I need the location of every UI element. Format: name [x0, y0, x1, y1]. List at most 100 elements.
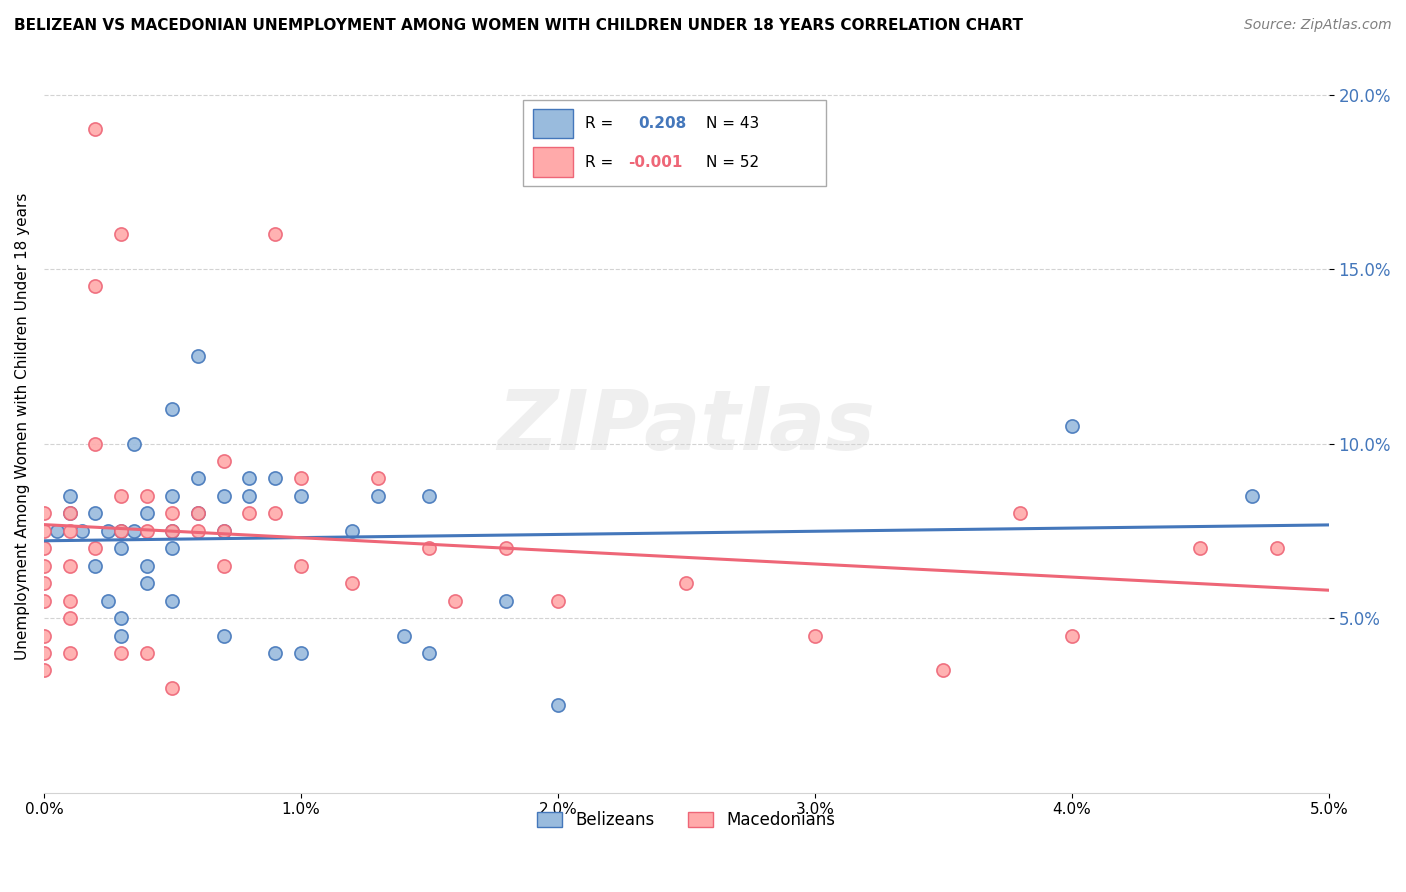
Point — [1267, 541, 1289, 556]
Bar — [533, 109, 572, 138]
Point — [1060, 419, 1083, 434]
Point — [212, 524, 235, 538]
Point — [122, 436, 145, 450]
Point — [110, 629, 132, 643]
Point — [342, 576, 364, 591]
Point — [212, 629, 235, 643]
Point — [110, 646, 132, 660]
Point — [58, 646, 80, 660]
Point — [110, 227, 132, 241]
Point — [162, 507, 184, 521]
Point — [290, 558, 312, 573]
Point — [418, 489, 440, 503]
Point — [135, 646, 157, 660]
Point — [187, 524, 209, 538]
Point — [162, 681, 184, 695]
Point — [392, 629, 415, 643]
Point — [84, 279, 107, 293]
Point — [290, 646, 312, 660]
Point — [162, 489, 184, 503]
Text: ZIPatlas: ZIPatlas — [498, 385, 876, 467]
Point — [122, 524, 145, 538]
Point — [58, 611, 80, 625]
Point — [32, 524, 55, 538]
Point — [84, 122, 107, 136]
Point — [675, 576, 697, 591]
Point — [264, 507, 287, 521]
Text: 0.208: 0.208 — [638, 116, 686, 130]
Text: R =: R = — [585, 155, 619, 169]
Point — [238, 471, 260, 485]
Point — [32, 558, 55, 573]
Point — [1010, 507, 1032, 521]
Point — [495, 541, 517, 556]
Point — [110, 541, 132, 556]
Point — [135, 524, 157, 538]
Point — [45, 524, 67, 538]
Point — [135, 558, 157, 573]
Point — [264, 227, 287, 241]
Point — [367, 471, 389, 485]
Point — [135, 576, 157, 591]
Point — [58, 558, 80, 573]
Point — [110, 489, 132, 503]
Point — [418, 541, 440, 556]
Point — [32, 507, 55, 521]
Text: Source: ZipAtlas.com: Source: ZipAtlas.com — [1244, 18, 1392, 32]
Point — [495, 593, 517, 607]
Point — [97, 593, 120, 607]
Point — [72, 524, 94, 538]
Point — [932, 664, 955, 678]
Point — [162, 524, 184, 538]
Point — [135, 489, 157, 503]
Point — [367, 489, 389, 503]
Point — [58, 489, 80, 503]
Text: N = 52: N = 52 — [706, 155, 759, 169]
Point — [58, 507, 80, 521]
Point — [32, 646, 55, 660]
Point — [84, 541, 107, 556]
Point — [32, 541, 55, 556]
Point — [238, 489, 260, 503]
Point — [110, 524, 132, 538]
Point — [547, 593, 569, 607]
Point — [290, 471, 312, 485]
Point — [162, 524, 184, 538]
Point — [32, 664, 55, 678]
FancyBboxPatch shape — [523, 100, 827, 186]
Point — [264, 646, 287, 660]
Point — [162, 401, 184, 416]
Point — [162, 593, 184, 607]
Point — [187, 507, 209, 521]
Point — [1060, 629, 1083, 643]
Point — [264, 471, 287, 485]
Point — [32, 629, 55, 643]
Point — [212, 558, 235, 573]
Point — [547, 698, 569, 713]
Point — [32, 593, 55, 607]
Legend: Belizeans, Macedonians: Belizeans, Macedonians — [530, 805, 842, 836]
Bar — [533, 147, 572, 177]
Point — [84, 558, 107, 573]
Point — [238, 507, 260, 521]
Point — [58, 593, 80, 607]
Point — [84, 436, 107, 450]
Point — [1189, 541, 1212, 556]
Point — [212, 454, 235, 468]
Point — [187, 507, 209, 521]
Point — [342, 524, 364, 538]
Text: -0.001: -0.001 — [628, 155, 683, 169]
Point — [32, 576, 55, 591]
Point — [110, 611, 132, 625]
Point — [162, 541, 184, 556]
Point — [58, 507, 80, 521]
Point — [1240, 489, 1263, 503]
Point — [84, 507, 107, 521]
Point — [58, 524, 80, 538]
Point — [804, 629, 827, 643]
Point — [418, 646, 440, 660]
Point — [187, 471, 209, 485]
Point — [97, 524, 120, 538]
Text: N = 43: N = 43 — [706, 116, 759, 130]
Point — [110, 524, 132, 538]
